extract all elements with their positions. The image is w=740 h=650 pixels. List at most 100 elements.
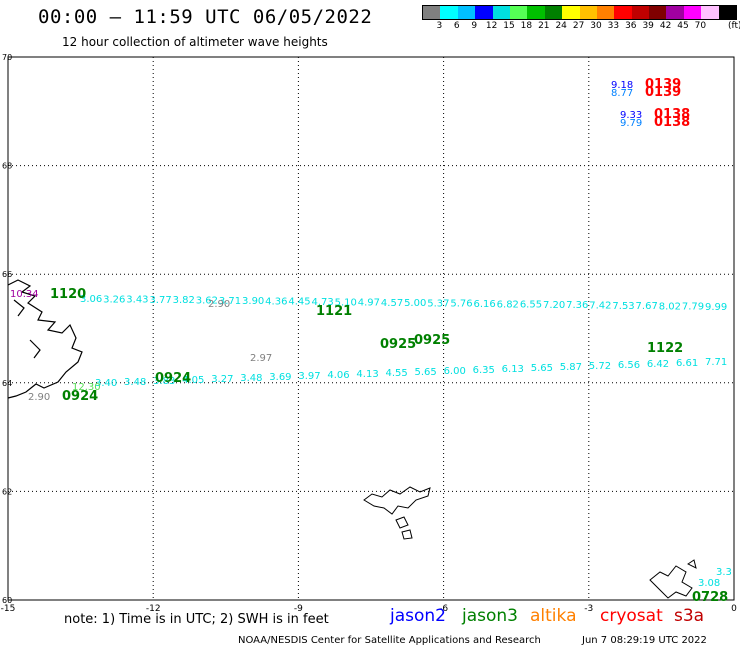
legend-label: 70 xyxy=(694,21,707,31)
satellite-name-jason3: jason3 xyxy=(462,606,518,626)
legend-swatch xyxy=(475,6,493,19)
wave-height-label: 4.97 xyxy=(358,298,380,309)
wave-height-label: 9.33 xyxy=(620,110,642,121)
chart-title: 00:00 – 11:59 UTC 06/05/2022 xyxy=(38,6,373,28)
legend-swatch xyxy=(701,6,719,19)
legend-swatch xyxy=(440,6,458,19)
wave-height-label: 9.18 xyxy=(611,80,633,91)
wave-height-label: 5.00 xyxy=(404,298,426,309)
pass-time-label: 0924 xyxy=(155,371,191,386)
wave-height-label: 7.36 xyxy=(566,300,588,311)
wave-height-label: 3.3 xyxy=(716,567,732,578)
color-legend-bar xyxy=(422,5,738,20)
pass-time-label: 1120 xyxy=(50,287,86,302)
wave-height-label: 6.16 xyxy=(474,299,496,310)
pass-time-label: 0138 xyxy=(654,115,690,130)
pass-time-label: 0925 xyxy=(380,337,416,352)
wave-height-label: 5.76 xyxy=(450,299,472,310)
legend-label: 39 xyxy=(642,21,654,31)
wave-height-label: 6.00 xyxy=(444,366,466,377)
coastline-faroe xyxy=(363,486,431,540)
altimeter-track-lower: 3.40 3.48 3.83 4.05 3.27 3.48 3.69 3.97 4.06 4.13… xyxy=(95,357,727,389)
wave-height-label: 3.43 xyxy=(126,295,148,306)
wave-height-label: 3.48 xyxy=(240,373,262,384)
legend-swatch xyxy=(509,6,528,19)
legend-label: 15 xyxy=(503,21,515,31)
wave-height-label: 4.55 xyxy=(385,368,407,379)
wave-height-label: 6.55 xyxy=(520,300,542,311)
pass-time-label: 1122 xyxy=(647,341,683,356)
legend-swatch xyxy=(666,6,684,19)
wave-height-label: 5.65 xyxy=(415,367,437,378)
coastline-shetland xyxy=(649,559,697,599)
legend-label: 3 xyxy=(436,21,443,31)
legend-swatch xyxy=(423,6,441,19)
lon-tick-label: -6 xyxy=(439,604,448,614)
lat-tick-label: 62 xyxy=(2,487,12,496)
wave-height-label: 7.79 xyxy=(682,302,704,313)
legend-label: 9 xyxy=(471,21,478,31)
legend-label: 42 xyxy=(659,21,672,31)
wave-height-label: 3.77 xyxy=(149,295,171,306)
legend-label: 6 xyxy=(453,21,460,31)
lon-tick-label: -3 xyxy=(584,604,593,614)
lat-tick-label: 68 xyxy=(2,162,12,171)
legend-swatch xyxy=(649,6,667,19)
legend-swatch xyxy=(718,6,737,19)
wave-height-label: 3.40 xyxy=(95,378,117,389)
pass-time-label: 0138 xyxy=(654,107,690,122)
legend-unit: (ft) xyxy=(728,21,740,31)
wave-height-label: 6.82 xyxy=(497,299,519,310)
wave-height-label: 3.83 xyxy=(153,376,175,387)
legend-swatch xyxy=(527,6,545,19)
wave-height-label: 6.56 xyxy=(618,360,640,371)
wave-height-label: 4.45 xyxy=(288,297,310,308)
wave-height-label: 10.34 xyxy=(10,289,39,300)
wave-height-label: 6.42 xyxy=(647,359,669,370)
legend-label: 18 xyxy=(520,21,533,31)
wave-height-label: 3.06 xyxy=(80,294,102,305)
lon-tick-label: -15 xyxy=(1,604,16,614)
wave-height-label: 6.61 xyxy=(676,358,698,369)
satellite-name-s3a: s3a xyxy=(674,606,705,626)
wave-height-label: 5.37 xyxy=(427,298,449,309)
pass-time-label: 1121 xyxy=(316,304,352,319)
wave-height-label: 7.42 xyxy=(589,301,611,312)
legend-swatch xyxy=(631,6,650,19)
footer-credit: NOAA/NESDIS Center for Satellite Applica… xyxy=(238,635,541,646)
altimeter-track-upper: 3.06 3.26 3.43 3.77 3.82 3.62 3.71 3.90 4.36 4.45… xyxy=(80,294,727,313)
wave-height-label: 3.97 xyxy=(298,371,320,382)
legend-label: 36 xyxy=(625,21,637,31)
wave-height-label: 3.62 xyxy=(196,295,218,306)
legend-swatch xyxy=(492,6,510,19)
satellite-name-altika: altika xyxy=(530,606,577,626)
wave-height-label: 12.30 xyxy=(72,382,101,393)
wave-height-label: 4.73 xyxy=(311,297,333,308)
lon-tick-label: -9 xyxy=(294,604,303,614)
wave-height-label: 4.06 xyxy=(327,370,349,381)
lat-tick-label: 64 xyxy=(2,379,12,388)
wave-height-label: 7.71 xyxy=(705,357,727,368)
wave-height-label: 4.13 xyxy=(356,369,378,380)
wave-height-label: 6.13 xyxy=(502,364,524,375)
wave-height-label: 4.36 xyxy=(265,296,287,307)
coastline-iceland xyxy=(7,279,83,399)
wave-height-label: 6.35 xyxy=(473,365,495,376)
wave-height-label: 5.87 xyxy=(560,362,582,373)
wave-height-label: 2.90 xyxy=(28,392,50,403)
footer-timestamp: Jun 7 08:29:19 UTC 2022 xyxy=(582,635,707,646)
wave-height-label: 3.08 xyxy=(698,578,720,589)
satellite-name-jason2: jason2 xyxy=(390,606,446,626)
wave-height-label: 3.27 xyxy=(211,374,233,385)
satellite-name-cryosat: cryosat xyxy=(600,606,663,626)
legend-label: 12 xyxy=(485,21,498,31)
wave-height-label: 3.69 xyxy=(269,372,291,383)
legend-label: 27 xyxy=(572,21,585,31)
pass-time-label: 0139 xyxy=(645,85,681,100)
wave-height-label: 3.90 xyxy=(242,296,264,307)
axis-ticks: -15 -12 -9 -6 -3 0 70 68 66 64 62 60 xyxy=(1,53,737,614)
pass-time-label: 0139 xyxy=(645,77,681,92)
pass-time-label: 0925 xyxy=(414,333,450,348)
